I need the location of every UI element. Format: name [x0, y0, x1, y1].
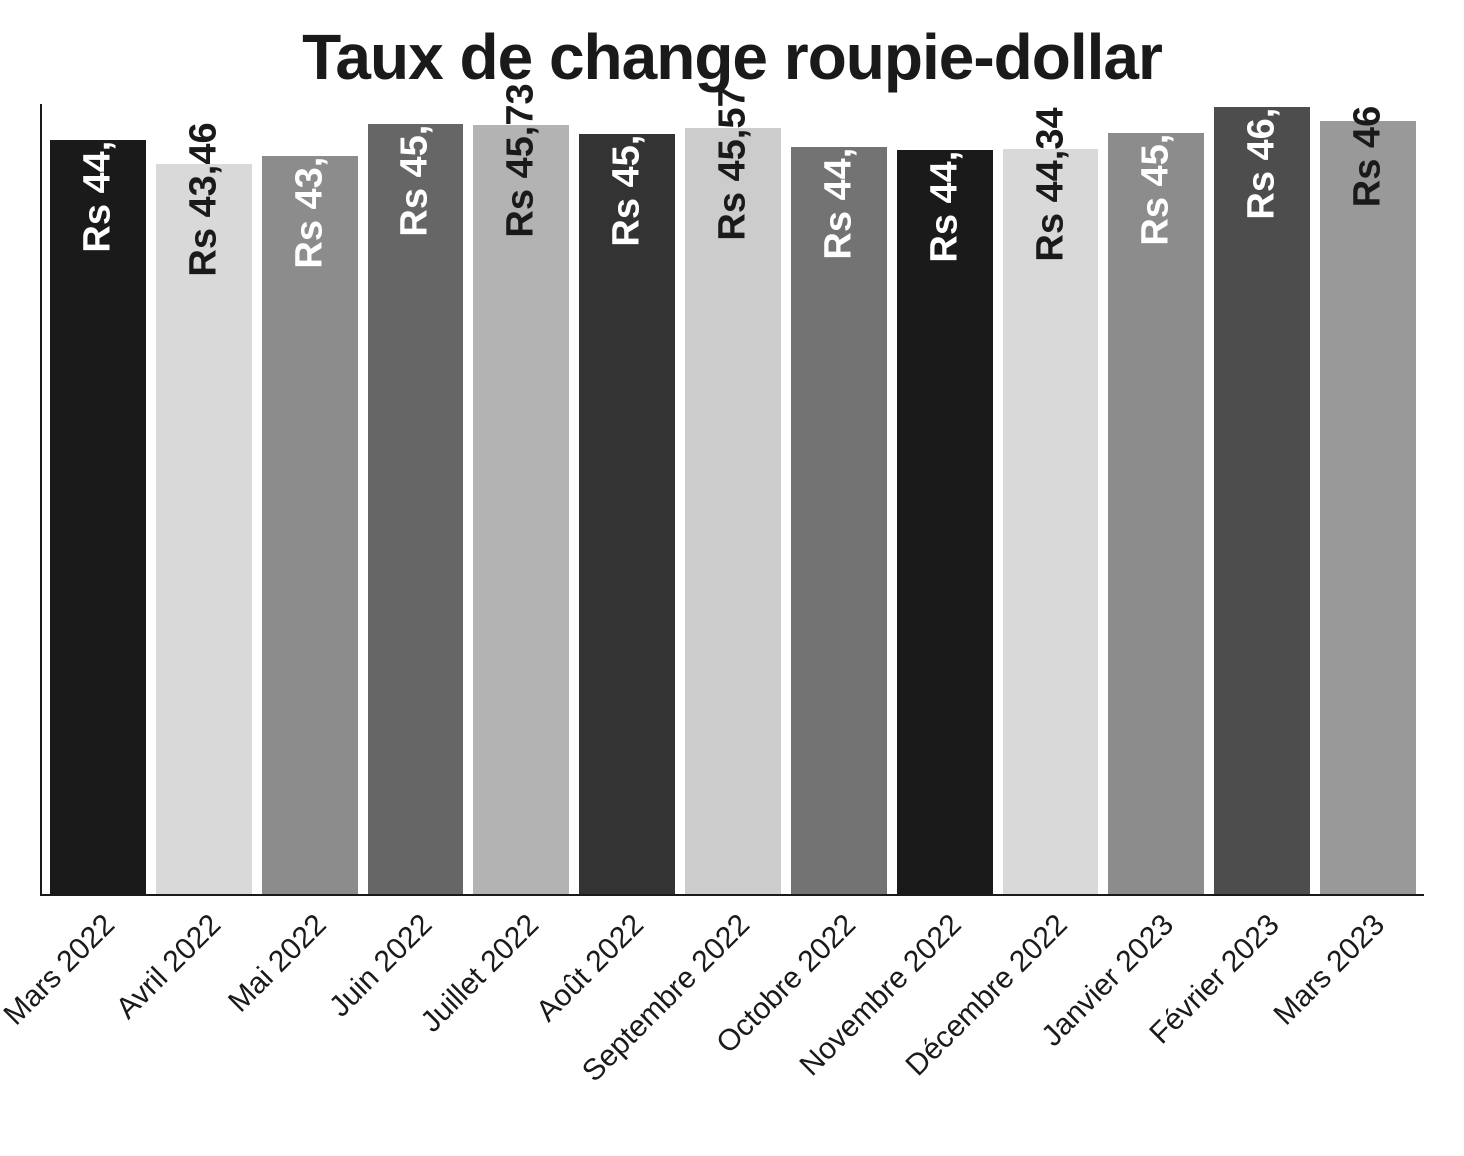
plot-area: Rs 44,85Rs 43,46Rs 43,91Rs 45,82Rs 45,73… — [40, 104, 1424, 1116]
bar-value-label: Rs 44,24 — [923, 109, 966, 263]
bar: Rs 46 — [1320, 121, 1416, 894]
bar-value-label: Rs 45,23 — [606, 92, 649, 246]
bar-slot: Rs 43,46 — [156, 104, 252, 894]
bar: Rs 44,24 — [897, 150, 993, 894]
bar-slot: Rs 44,34 — [1003, 104, 1099, 894]
bar-value-label: Rs 45,73 — [500, 84, 543, 238]
x-axis-labels: Mars 2022Avril 2022Mai 2022Juin 2022Juil… — [40, 896, 1424, 1116]
bar-value-label: Rs 46 — [1347, 106, 1390, 207]
bar: Rs 44,85 — [50, 140, 146, 894]
bar-slot: Rs 46 — [1320, 104, 1416, 894]
bar-value-label: Rs 45,82 — [394, 82, 437, 236]
bar-value-label: Rs 44,85 — [76, 99, 119, 253]
bar: Rs 45,82 — [368, 124, 464, 894]
bar-slot: Rs 43,91 — [262, 104, 358, 894]
bar: Rs 44,42 — [791, 147, 887, 894]
bar: Rs 45,26 — [1108, 133, 1204, 894]
bar: Rs 43,46 — [156, 164, 252, 894]
bar: Rs 45,57 — [685, 128, 781, 894]
bar-value-label: Rs 45,57 — [711, 86, 754, 240]
bar-slot: Rs 45,26 — [1108, 104, 1204, 894]
bar-value-label: Rs 45,26 — [1135, 92, 1178, 246]
bar-slot: Rs 45,57 — [685, 104, 781, 894]
bar-slot: Rs 45,73 — [473, 104, 569, 894]
x-axis-label: Mars 2022 — [0, 908, 122, 1032]
bar: Rs 43,91 — [262, 156, 358, 894]
bar-slot: Rs 44,42 — [791, 104, 887, 894]
bar-slot: Rs 44,24 — [897, 104, 993, 894]
bar-value-label: Rs 44,42 — [817, 106, 860, 260]
bar: Rs 44,34 — [1003, 149, 1099, 894]
bar-value-label: Rs 43,91 — [288, 114, 331, 268]
bars-region: Rs 44,85Rs 43,46Rs 43,91Rs 45,82Rs 45,73… — [40, 104, 1424, 896]
x-label-slot: Mars 2023 — [1320, 896, 1416, 1116]
bar-value-label: Rs 46,85 — [1241, 65, 1284, 219]
bar-slot: Rs 45,82 — [368, 104, 464, 894]
bar-slot: Rs 45,23 — [579, 104, 675, 894]
bar: Rs 45,73 — [473, 125, 569, 894]
exchange-rate-chart: Taux de change roupie-dollar Rs 44,85Rs … — [0, 0, 1464, 1156]
bar: Rs 46,85 — [1214, 107, 1310, 894]
bar-value-label: Rs 43,46 — [182, 122, 225, 276]
bar-slot: Rs 46,85 — [1214, 104, 1310, 894]
bar-slot: Rs 44,85 — [50, 104, 146, 894]
chart-title: Taux de change roupie-dollar — [40, 20, 1424, 94]
bar: Rs 45,23 — [579, 134, 675, 894]
bar-value-label: Rs 44,34 — [1029, 107, 1072, 261]
